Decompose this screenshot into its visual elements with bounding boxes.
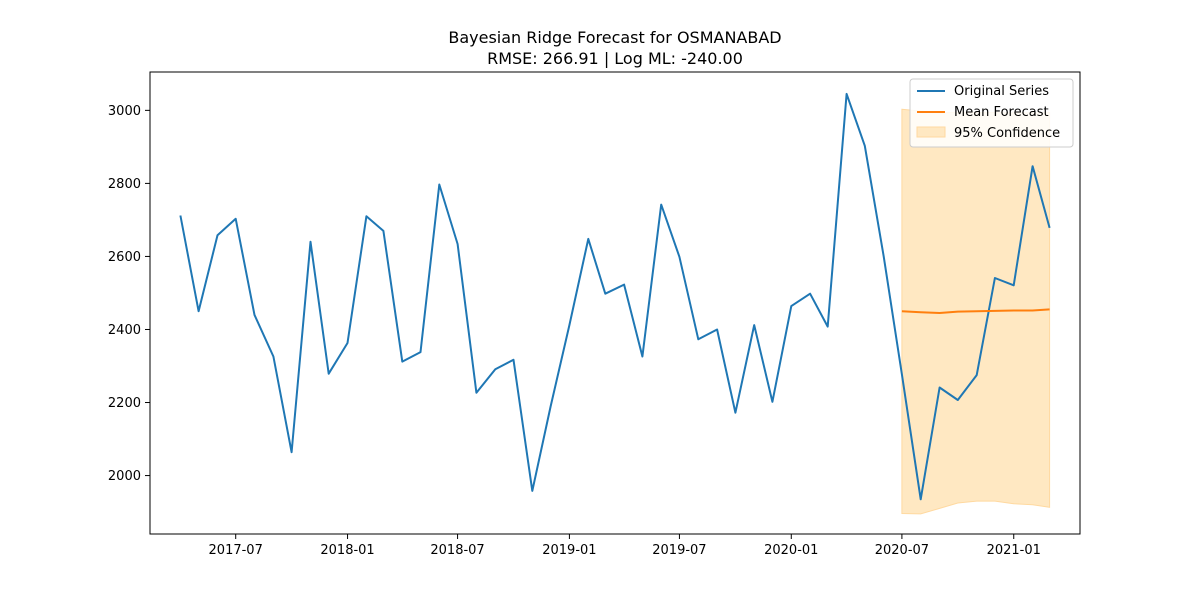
chart-title: Bayesian Ridge Forecast for OSMANABAD xyxy=(448,28,781,47)
chart-subtitle: RMSE: 266.91 | Log ML: -240.00 xyxy=(487,49,743,68)
series-layer xyxy=(179,92,1051,501)
x-tick-label: 2021-01 xyxy=(987,543,1041,558)
legend-original-label: Original Series xyxy=(954,84,1049,99)
plot-frame xyxy=(149,71,1081,535)
x-tick-label: 2019-01 xyxy=(542,543,596,558)
y-axis: 2000 2200 2400 2600 2800 3000 xyxy=(108,104,150,484)
y-tick-label: 2600 xyxy=(108,250,141,265)
legend-frame xyxy=(909,78,1074,148)
x-tick-label: 2020-07 xyxy=(875,543,929,558)
x-tick-label: 2018-07 xyxy=(430,543,484,558)
y-tick-label: 2400 xyxy=(108,323,141,338)
y-tick-label: 3000 xyxy=(108,104,141,119)
x-tick-label: 2018-01 xyxy=(320,543,374,558)
x-axis: 2017-07 2018-01 2018-07 2019-01 2019-07 2020-… xyxy=(209,534,1041,558)
original-series-line xyxy=(179,92,1051,501)
legend: Original Series Mean Forecast 95% Confid… xyxy=(909,78,1074,148)
x-tick-label: 2017-07 xyxy=(209,543,263,558)
y-tick-label: 2200 xyxy=(108,396,141,411)
x-tick-label: 2020-01 xyxy=(764,543,818,558)
y-tick-label: 2800 xyxy=(108,177,141,192)
y-tick-label: 2000 xyxy=(108,469,141,484)
legend-confidence-label: 95% Confidence xyxy=(954,126,1060,141)
x-tick-label: 2019-07 xyxy=(652,543,706,558)
mean-forecast-line xyxy=(901,308,1050,314)
legend-confidence-swatch xyxy=(916,126,946,138)
legend-forecast-label: Mean Forecast xyxy=(954,105,1049,120)
